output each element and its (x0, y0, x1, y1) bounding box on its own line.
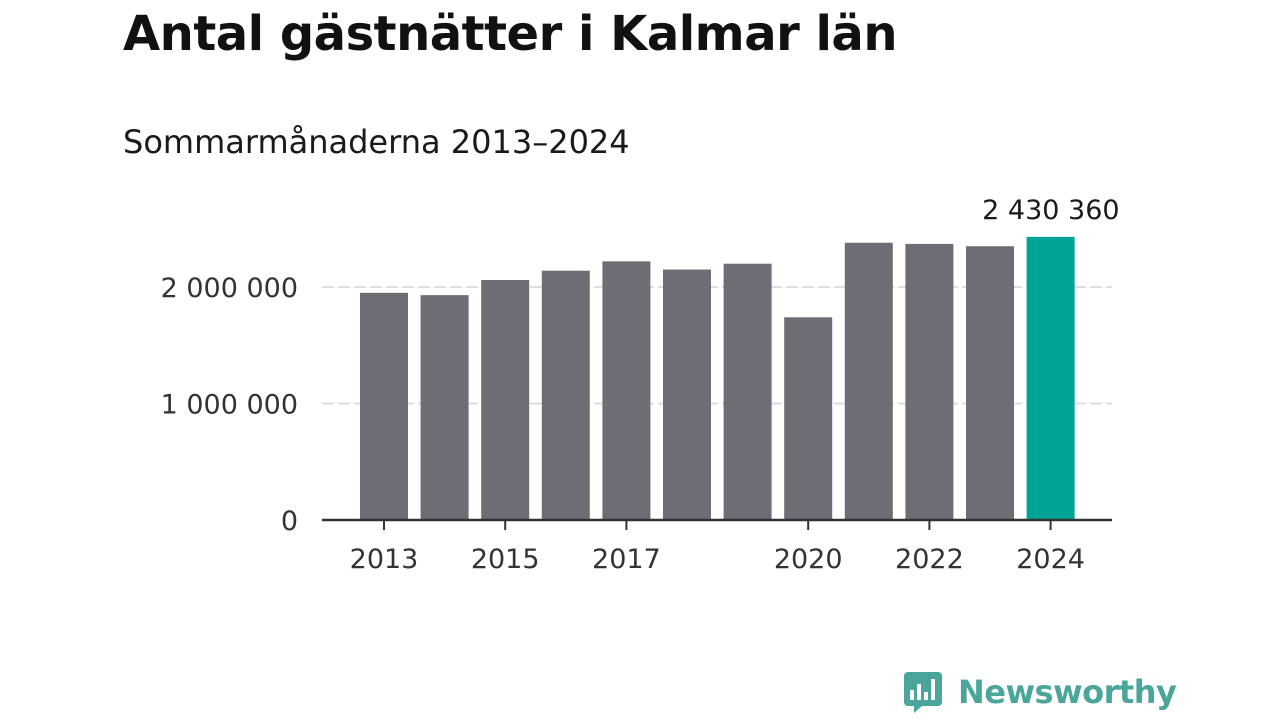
bar-2019 (723, 263, 772, 520)
bar-2018 (663, 269, 711, 520)
brand-name: Newsworthy (958, 673, 1177, 711)
brand-logo: Newsworthy (902, 670, 1177, 714)
bar-2021 (844, 242, 893, 521)
y-tick-label: 0 (281, 506, 298, 537)
bar-chart-speech-bubble-icon (904, 672, 942, 713)
y-tick-label: 1 000 000 (161, 390, 298, 421)
x-tick-label: 2013 (350, 544, 419, 575)
bar-2024 (1026, 236, 1075, 520)
axes (322, 518, 1112, 530)
bar-2016 (541, 270, 590, 520)
bar-2015 (481, 280, 530, 520)
chart-subtitle: Sommarmånaderna 2013–2024 (123, 123, 630, 161)
x-tick-label: 2024 (1016, 544, 1085, 575)
bar-2023 (966, 246, 1014, 520)
bar-2017 (602, 261, 651, 520)
highlight-value-label: 2 430 360 (982, 195, 1119, 226)
bar-2020 (784, 317, 833, 520)
bar-2013 (360, 292, 408, 520)
bars (360, 236, 1075, 521)
x-tick-label: 2015 (471, 544, 540, 575)
labels: 0 1 000 000 2 000 000 2013 2015 2017 2020 2022 2… (161, 195, 1120, 575)
x-tick-label: 2022 (895, 544, 964, 575)
bar-2022 (905, 243, 954, 520)
chart-title: Antal gästnätter i Kalmar län (123, 6, 897, 62)
y-tick-label: 2 000 000 (161, 273, 298, 304)
x-tick-label: 2017 (592, 544, 661, 575)
bar-2014 (420, 295, 469, 520)
x-tick-label: 2020 (774, 544, 843, 575)
